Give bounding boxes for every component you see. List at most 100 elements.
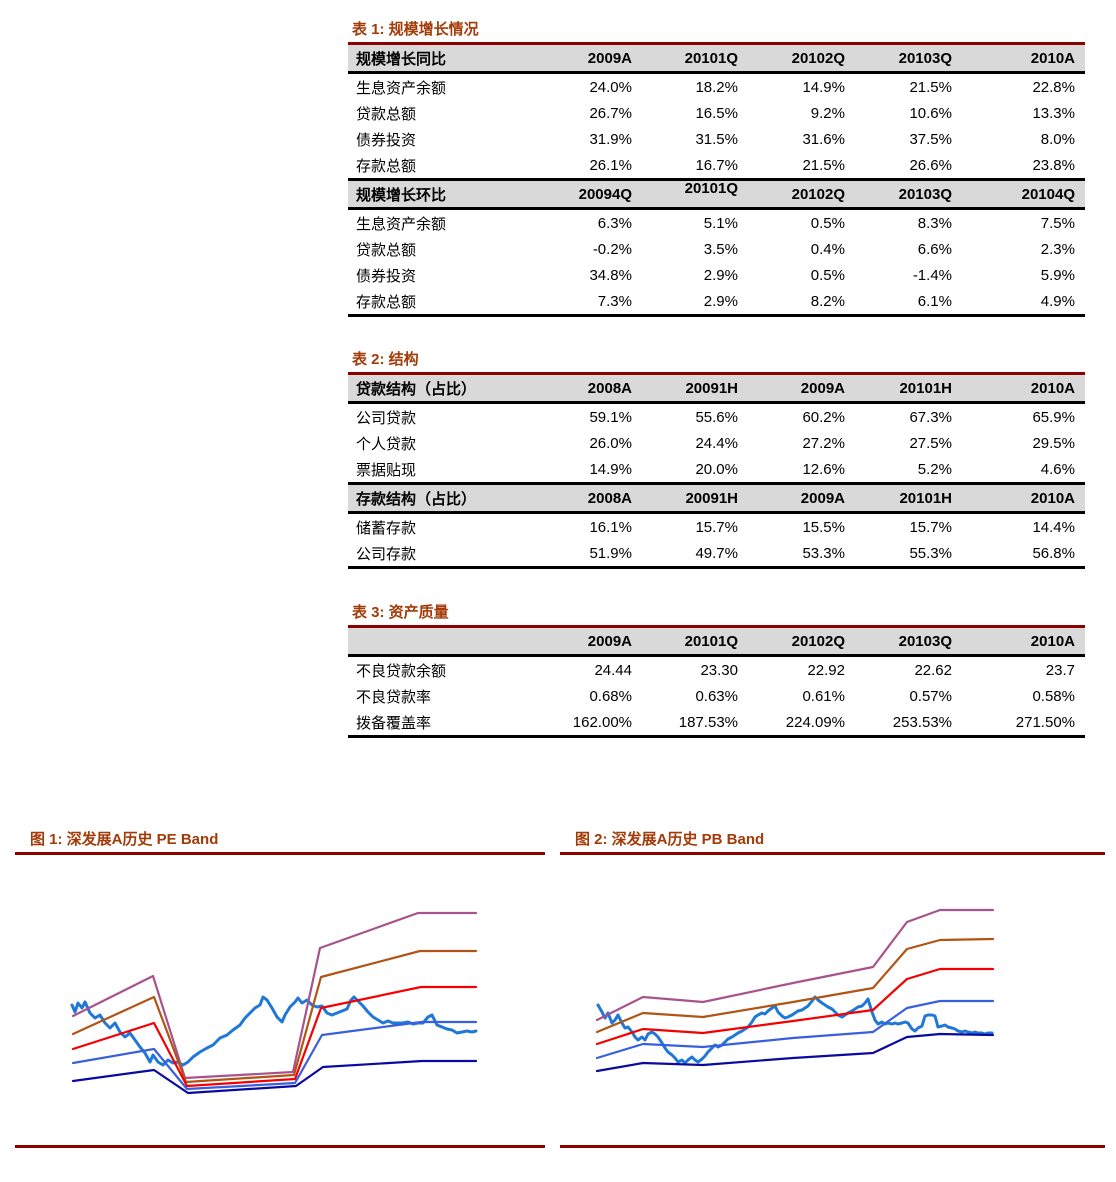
cell-text: 20.0% (695, 460, 738, 478)
row-label: 贷款总额 (348, 103, 536, 124)
cell-value: 60.2% (748, 409, 855, 426)
cell-value: 49.7% (642, 545, 748, 562)
table-row: 贷款总额 26.7% 16.5% 9.2% 10.6% 13.3% (348, 100, 1085, 126)
cell-value: 16.1% (536, 519, 642, 536)
band-upper-magenta (595, 908, 995, 1022)
cell-text: 20103Q (898, 632, 952, 650)
cell-value: 162.00% (536, 714, 642, 731)
column-header: 20091H (642, 490, 748, 507)
row-group-header: 贷款结构（占比） (348, 378, 536, 399)
cell-text: 2.3% (1040, 240, 1075, 258)
cell-text: 59.1% (589, 408, 632, 426)
row-label: 公司贷款 (348, 407, 536, 428)
cell-text: 0.5% (810, 214, 845, 232)
cell-text: 20101Q (684, 632, 738, 650)
cell-value: 7.5% (962, 215, 1085, 232)
table-row: 票据贴现 14.9% 20.0% 12.6% 5.2% 4.6% (348, 456, 1085, 482)
cell-value: 8.3% (855, 215, 962, 232)
table-caption: 表 3: 资产质量 (348, 603, 1085, 628)
cell-text: 4.6% (1040, 460, 1075, 478)
cell-text: 8.2% (810, 292, 845, 310)
cell-text: 27.2% (802, 434, 845, 452)
cell-text: 个人贷款 (356, 435, 417, 453)
row-label: 个人贷款 (348, 433, 536, 454)
cell-value: 55.3% (855, 545, 962, 562)
cell-text: 2010A (1030, 379, 1075, 397)
row-label: 生息资产余额 (348, 213, 536, 234)
cell-value: 14.9% (536, 461, 642, 478)
table-row: 贷款总额 -0.2% 3.5% 0.4% 6.6% 2.3% (348, 236, 1085, 262)
cell-value: 22.8% (962, 79, 1085, 96)
cell-value: 26.1% (536, 157, 642, 174)
cell-text: 34.8% (589, 266, 632, 284)
pb-band-chart (595, 908, 995, 1073)
cell-text: 253.53% (892, 713, 952, 731)
table-row: 债券投资 34.8% 2.9% 0.5% -1.4% 5.9% (348, 262, 1085, 288)
table-row: 债券投资 31.9% 31.5% 31.6% 37.5% 8.0% (348, 126, 1085, 152)
cell-text: 18.2% (695, 78, 738, 96)
cell-text: 224.09% (785, 713, 845, 731)
column-header: 20102Q (748, 50, 855, 67)
cell-text: 20094Q (578, 185, 632, 203)
cell-value: 15.5% (748, 519, 855, 536)
table-row: 不良贷款率 0.68% 0.63% 0.61% 0.57% 0.58% (348, 683, 1085, 709)
table-header-row: 存款结构（占比） 2008A 20091H 2009A 20101H 2010A (348, 482, 1085, 514)
band-lower-navy (71, 1059, 478, 1095)
table-body: 规模增长同比 2009A 20101Q 20102Q 20103Q 2010A 生息资产余额… (348, 45, 1085, 317)
column-header: 20102Q (748, 633, 855, 650)
cell-value: 16.7% (642, 157, 748, 174)
band-red (71, 985, 478, 1088)
cell-text: 16.7% (695, 156, 738, 174)
cell-text: 公司存款 (356, 545, 417, 563)
cell-text: 7.5% (1040, 214, 1075, 232)
cell-text: 26.0% (589, 434, 632, 452)
cell-value: 16.5% (642, 105, 748, 122)
cell-value: 6.1% (855, 293, 962, 310)
column-header: 2009A (748, 380, 855, 397)
cell-value: -0.2% (536, 241, 642, 258)
cell-text: 0.63% (695, 687, 738, 705)
cell-text: 20103Q (898, 49, 952, 67)
cell-value: 0.63% (642, 688, 748, 705)
row-group-header: 规模增长同比 (348, 48, 536, 69)
cell-text: 2008A (587, 489, 632, 507)
cell-text: 22.8% (1032, 78, 1075, 96)
cell-text: 9.2% (810, 104, 845, 122)
column-header: 2010A (962, 380, 1085, 397)
cell-text: 15.7% (909, 518, 952, 536)
table-structure: 表 2: 结构 贷款结构（占比） 2008A 20091H 2009A 20101H 20… (348, 350, 1085, 569)
cell-value: 14.9% (748, 79, 855, 96)
cell-text: 储蓄存款 (356, 519, 417, 537)
cell-text: 26.1% (589, 156, 632, 174)
cell-text: 2008A (587, 379, 632, 397)
cell-text: 2.9% (703, 266, 738, 284)
cell-text: 51.9% (589, 544, 632, 562)
cell-text: 3.5% (703, 240, 738, 258)
cell-text: 60.2% (802, 408, 845, 426)
cell-text: 23.30 (700, 661, 738, 679)
row-label: 生息资产余额 (348, 77, 536, 98)
cell-value: 0.5% (748, 267, 855, 284)
cell-text: 12.6% (802, 460, 845, 478)
column-header: 2009A (536, 50, 642, 67)
cell-text: 37.5% (909, 130, 952, 148)
cell-value: 31.5% (642, 131, 748, 148)
cell-text: -0.2% (592, 240, 632, 258)
row-label: 债券投资 (348, 129, 536, 150)
table-row: 拨备覆盖率 162.00% 187.53% 224.09% 253.53% 271.50% (348, 709, 1085, 735)
cell-text: 55.3% (909, 544, 952, 562)
table-row: 个人贷款 26.0% 24.4% 27.2% 27.5% 29.5% (348, 430, 1085, 456)
cell-text: 20101H (899, 379, 952, 397)
cell-text: 公司贷款 (356, 409, 417, 427)
column-header: 2009A (536, 633, 642, 650)
cell-text: 14.9% (802, 78, 845, 96)
cell-text: 6.1% (917, 292, 952, 310)
column-header: 20101H (855, 380, 962, 397)
column-header: 20094Q (536, 186, 642, 203)
cell-text: 8.0% (1040, 130, 1075, 148)
band-brown (595, 937, 995, 1034)
cell-value: 4.9% (962, 293, 1085, 310)
band-upper-magenta (71, 911, 478, 1080)
cell-value: 37.5% (855, 131, 962, 148)
row-label: 贷款总额 (348, 239, 536, 260)
